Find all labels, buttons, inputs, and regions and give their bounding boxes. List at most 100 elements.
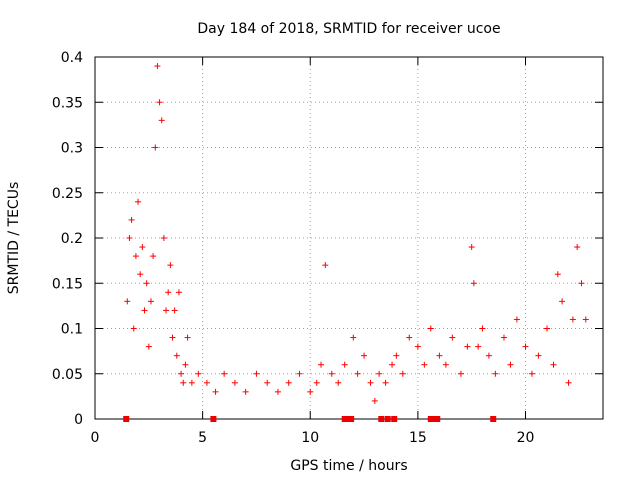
data-point	[513, 316, 520, 323]
data-point	[399, 370, 406, 377]
data-point	[318, 361, 325, 368]
data-point	[139, 244, 146, 251]
data-point	[421, 361, 428, 368]
zero-marker	[384, 416, 391, 422]
data-point	[154, 63, 161, 70]
data-point	[180, 379, 187, 386]
x-tick-label: 5	[198, 430, 207, 446]
y-tick-label: 0.25	[52, 186, 83, 202]
data-point	[143, 280, 150, 287]
data-point	[322, 262, 329, 269]
data-point	[169, 334, 176, 341]
y-tick-label: 0.05	[52, 367, 83, 383]
data-point	[184, 334, 191, 341]
data-point	[231, 379, 238, 386]
data-point	[574, 244, 581, 251]
data-point	[565, 379, 572, 386]
data-point	[212, 388, 219, 395]
data-point	[274, 388, 281, 395]
data-point	[173, 352, 180, 359]
data-point	[126, 235, 133, 241]
data-point	[468, 244, 475, 251]
data-point	[354, 370, 361, 377]
y-tick-label: 0.15	[52, 276, 83, 292]
data-point	[436, 352, 443, 359]
data-point	[389, 361, 396, 368]
y-tick-label: 0.2	[61, 231, 83, 247]
zero-marker	[210, 416, 217, 422]
data-point	[350, 334, 357, 341]
data-point	[559, 298, 566, 305]
zero-marker	[348, 416, 355, 422]
data-point	[147, 298, 154, 305]
data-point	[182, 361, 189, 368]
data-points	[124, 63, 589, 404]
data-point	[367, 379, 374, 386]
data-point	[221, 370, 228, 377]
data-point	[132, 253, 139, 260]
zero-marker	[490, 416, 497, 422]
zero-marker	[344, 416, 351, 422]
data-point	[522, 343, 529, 350]
data-point	[285, 379, 292, 386]
zero-marker	[123, 416, 130, 422]
y-tick-label: 0.4	[61, 50, 83, 66]
y-axis-tick-labels: 0 0.05 0.1 0.15 0.2 0.25 0.3 0.35 0.4	[52, 50, 83, 428]
data-point	[485, 352, 492, 359]
data-point	[457, 370, 464, 377]
zero-marker	[391, 416, 398, 422]
x-tick-label: 0	[91, 430, 100, 446]
data-point	[195, 370, 202, 377]
data-point	[361, 352, 368, 359]
data-point	[156, 99, 163, 106]
data-point	[464, 343, 471, 350]
data-point	[393, 352, 400, 359]
data-point	[470, 280, 477, 287]
data-point	[264, 379, 271, 386]
data-point	[544, 325, 551, 332]
zero-marker	[427, 416, 434, 422]
data-point	[528, 370, 535, 377]
x-tick-label: 15	[409, 430, 427, 446]
data-point	[550, 361, 557, 368]
data-point	[130, 325, 137, 332]
data-point	[171, 307, 178, 314]
data-point	[175, 289, 182, 296]
x-axis-tick-labels: 0 5 10 15 20	[91, 430, 535, 446]
zero-marker	[341, 416, 348, 422]
data-point	[328, 370, 335, 377]
data-point	[479, 325, 486, 332]
data-point	[253, 370, 260, 377]
data-point	[427, 325, 434, 332]
data-point	[475, 343, 482, 350]
zero-marker	[434, 416, 441, 422]
y-tick-label: 0.1	[61, 322, 83, 338]
data-point	[307, 388, 314, 395]
zero-marker	[378, 416, 385, 422]
data-point	[160, 235, 167, 241]
data-point	[492, 370, 499, 377]
data-point	[535, 352, 542, 359]
y-tick-label: 0.3	[61, 141, 83, 157]
data-point	[124, 298, 131, 305]
axis-ticks	[94, 56, 603, 420]
data-point	[158, 117, 165, 124]
data-point	[371, 397, 378, 404]
x-tick-label: 10	[301, 430, 319, 446]
data-point	[178, 370, 185, 377]
data-point	[335, 379, 342, 386]
y-tick-label: 0	[74, 412, 83, 428]
data-point	[382, 379, 389, 386]
data-point	[203, 379, 210, 386]
data-point	[376, 370, 383, 377]
data-point	[137, 271, 144, 278]
data-point	[145, 343, 152, 350]
data-point	[449, 334, 456, 341]
zero-marker	[431, 416, 438, 422]
data-point	[442, 361, 449, 368]
y-axis-label: SRMTID / TECUs	[6, 182, 22, 295]
data-point	[242, 388, 249, 395]
data-point	[188, 379, 195, 386]
data-point	[507, 361, 514, 368]
